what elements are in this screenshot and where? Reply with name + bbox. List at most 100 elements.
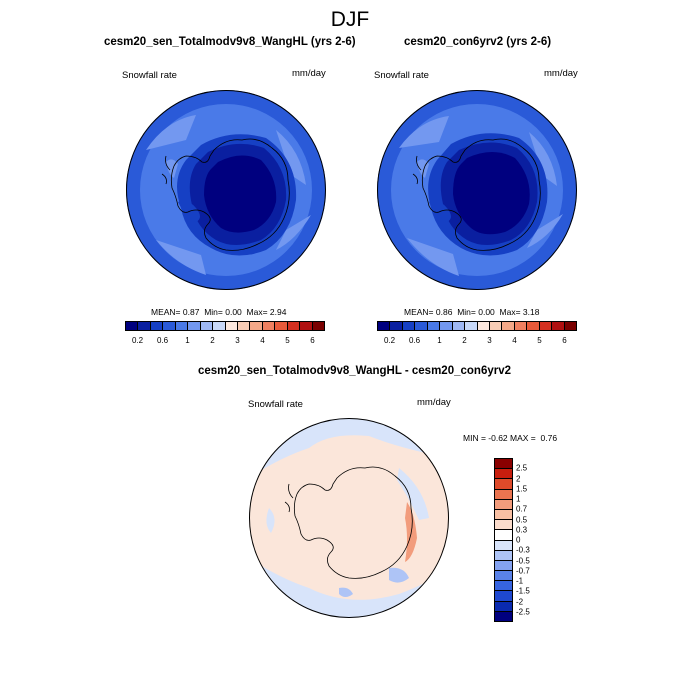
panel3-map (249, 418, 449, 618)
colorbar-swatch (489, 322, 503, 330)
colorbar-swatch (495, 611, 512, 621)
colorbar-tick-label: 1.5 (516, 484, 528, 494)
colorbar-tick-label: 0.6 (408, 336, 421, 345)
panel2-variable-label: Snowfall rate (374, 70, 429, 81)
panel1-colorbar-ticks: 0.2 0.6 1 2 3 4 5 6 (125, 336, 325, 346)
colorbar-swatch (539, 322, 553, 330)
colorbar-swatch (495, 601, 512, 612)
colorbar-tick-label: 6 (562, 336, 567, 345)
colorbar-swatch (312, 322, 324, 330)
panel2-colorbar-ticks: 0.2 0.6 1 2 3 4 5 6 (377, 336, 577, 346)
colorbar-tick-label: -1.5 (516, 586, 530, 596)
colorbar-swatch (427, 322, 441, 330)
panel3-colorbar (494, 458, 513, 622)
colorbar-swatch (495, 459, 512, 470)
colorbar-swatch (495, 520, 512, 531)
panel2-units-label: mm/day (544, 68, 578, 79)
colorbar-swatch (275, 322, 288, 330)
colorbar-swatch (287, 322, 301, 330)
colorbar-tick-label: 3 (235, 336, 240, 345)
panel1-units-label: mm/day (292, 68, 326, 79)
colorbar-swatch (495, 571, 512, 582)
colorbar-tick-label: -0.7 (516, 566, 530, 576)
colorbar-tick-label: 1 (185, 336, 190, 345)
figure-title: DJF (330, 8, 370, 31)
colorbar-tick-label: 2 (516, 474, 521, 483)
colorbar-swatch (163, 322, 176, 330)
colorbar-swatch (138, 322, 151, 330)
colorbar-tick-label: -2.5 (516, 607, 530, 617)
colorbar-swatch (390, 322, 403, 330)
colorbar-swatch (564, 322, 576, 330)
colorbar-tick-label: 1 (516, 494, 521, 504)
colorbar-tick-label: 0 (516, 535, 521, 545)
panel3-units-label: mm/day (417, 397, 451, 408)
colorbar-tick-label: -0.3 (516, 545, 530, 555)
colorbar-swatch (495, 509, 512, 521)
colorbar-tick-label: -1 (516, 576, 524, 586)
colorbar-tick-label: -2 (516, 597, 524, 606)
colorbar-swatch (188, 322, 201, 330)
colorbar-swatch (527, 322, 540, 330)
colorbar-tick-label: 2 (210, 336, 215, 345)
colorbar-swatch (225, 322, 238, 330)
colorbar-tick-label: 0.5 (516, 515, 528, 524)
panel2-stats: MEAN= 0.86 Min= 0.00 Max= 3.18 (404, 307, 540, 317)
colorbar-swatch (514, 322, 528, 330)
colorbar-swatch (250, 322, 263, 330)
panel1-title: cesm20_sen_Totalmodv9v8_WangHL (yrs 2-6) (104, 36, 356, 48)
colorbar-tick-label: 2.5 (516, 463, 528, 473)
colorbar-swatch (440, 322, 453, 330)
colorbar-tick-label: 0.2 (131, 336, 144, 345)
colorbar-swatch (495, 550, 512, 561)
panel2-map (377, 90, 577, 290)
colorbar-swatch (495, 540, 512, 551)
colorbar-tick-label: 6 (310, 336, 315, 345)
colorbar-tick-label: 3 (487, 336, 492, 345)
colorbar-tick-label: 2 (462, 336, 467, 345)
panel3-colorbar-ticks: 2.5 2 1.5 1 0.7 0.5 0.3 0 -0.3 -0.5 -0.7 -1 -1.5 -2 -2… (516, 458, 556, 622)
colorbar-tick-label: 5 (537, 336, 542, 345)
colorbar-tick-label: -0.5 (516, 556, 530, 565)
colorbar-swatch (300, 322, 313, 330)
colorbar-tick-label: 0.6 (156, 336, 169, 345)
colorbar-swatch (495, 560, 512, 572)
colorbar-swatch (495, 469, 512, 480)
colorbar-swatch (465, 322, 478, 330)
colorbar-swatch (495, 499, 512, 510)
panel3-variable-label: Snowfall rate (248, 399, 303, 410)
panel1-colorbar (125, 321, 325, 331)
colorbar-tick-label: 0.2 (383, 336, 396, 345)
colorbar-swatch (150, 322, 164, 330)
colorbar-swatch (415, 322, 428, 330)
colorbar-swatch (495, 581, 512, 592)
panel1-map (126, 90, 326, 290)
colorbar-swatch (495, 479, 512, 490)
colorbar-swatch (378, 322, 391, 330)
panel3-title: cesm20_sen_Totalmodv9v8_WangHL - cesm20_… (198, 365, 511, 377)
colorbar-swatch (495, 489, 512, 500)
colorbar-tick-label: 4 (260, 336, 265, 345)
colorbar-swatch (452, 322, 466, 330)
panel1-stats: MEAN= 0.87 Min= 0.00 Max= 2.94 (151, 307, 287, 317)
colorbar-swatch (213, 322, 226, 330)
colorbar-tick-label: 0.3 (516, 525, 528, 535)
colorbar-swatch (552, 322, 565, 330)
colorbar-swatch (477, 322, 490, 330)
panel2-title: cesm20_con6yrv2 (yrs 2-6) (404, 36, 552, 48)
colorbar-swatch (495, 530, 512, 541)
colorbar-swatch (175, 322, 189, 330)
colorbar-swatch (495, 591, 512, 602)
colorbar-tick-label: 0.7 (516, 504, 528, 514)
colorbar-swatch (200, 322, 214, 330)
colorbar-tick-label: 4 (512, 336, 517, 345)
panel3-minmax: MIN = -0.62 MAX = 0.76 (463, 433, 558, 443)
colorbar-swatch (502, 322, 515, 330)
panel1-variable-label: Snowfall rate (122, 70, 177, 81)
colorbar-tick-label: 1 (437, 336, 442, 345)
colorbar-swatch (126, 322, 139, 330)
colorbar-swatch (262, 322, 276, 330)
colorbar-tick-label: 5 (285, 336, 290, 345)
panel2-colorbar (377, 321, 577, 331)
colorbar-swatch (402, 322, 416, 330)
